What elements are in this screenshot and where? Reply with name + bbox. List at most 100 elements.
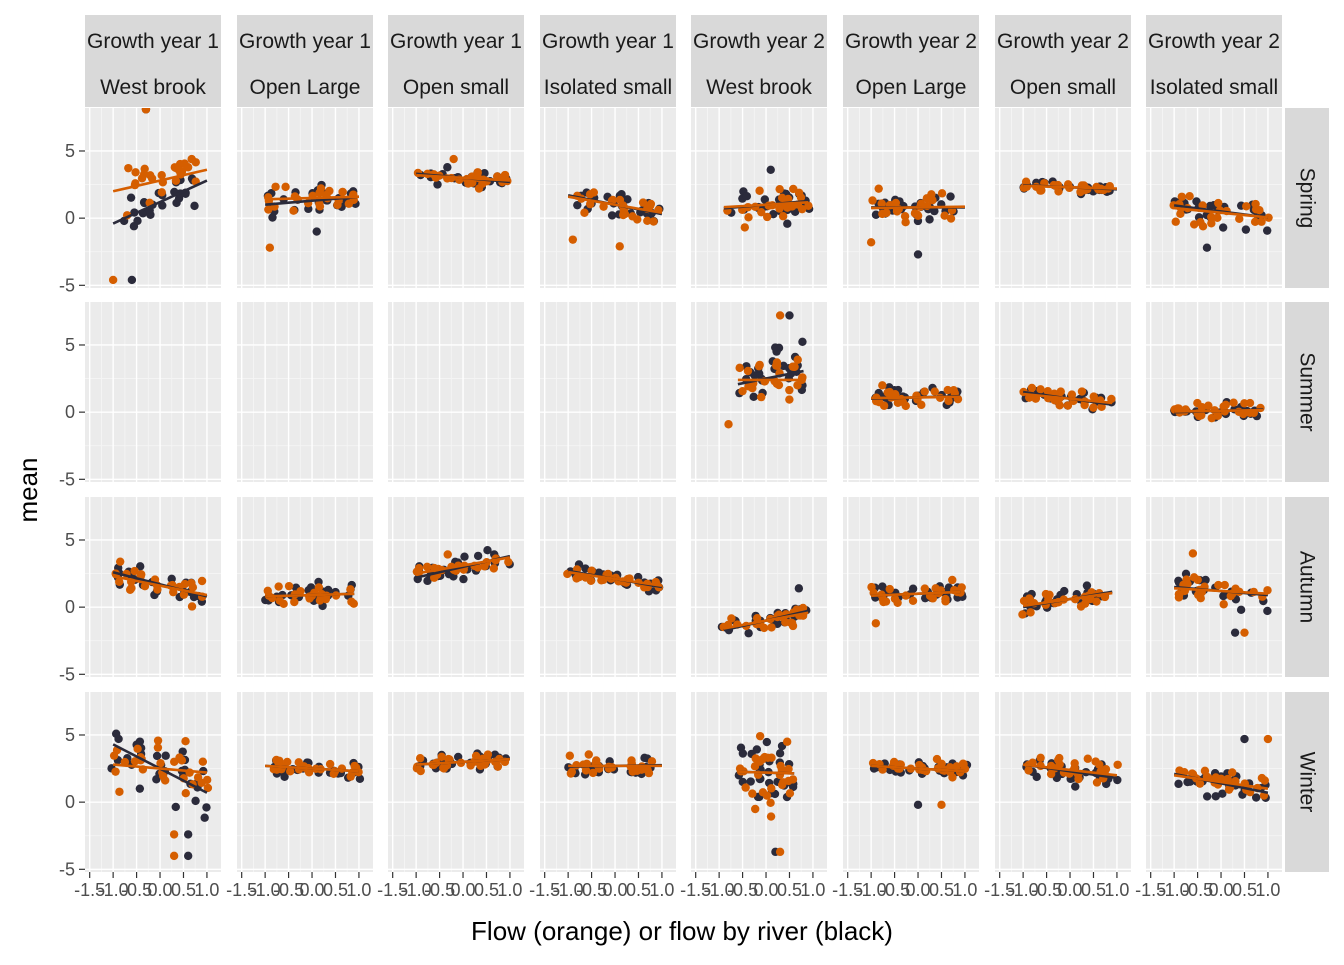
point-flow-by-river [135,784,145,793]
point-flow [744,382,753,391]
trend-line-flow [1174,408,1264,413]
facet-panel [237,497,373,677]
panel-background [1146,302,1282,482]
data-marks [413,154,512,193]
facet-column-strip: Growth year 2 Isolated small [1146,15,1282,107]
point-flow [913,210,922,219]
trend-line-flow [265,592,355,598]
point-flow [181,788,190,798]
trend-line-flow [1022,763,1118,777]
panel-background [85,497,221,677]
x-tick-label: -1.0 [553,880,584,900]
facet-column-strip: Growth year 1 West brook [85,15,221,107]
point-flow [1185,191,1194,201]
point-flow-by-river [738,749,748,758]
data-marks [412,749,511,776]
facet-panel [237,302,373,482]
point-flow [928,594,938,603]
strip-background [540,15,676,107]
facet-site-label: Open small [1010,76,1116,99]
x-tick-label: 0.5 [171,880,196,900]
point-flow [443,550,452,559]
panel-background [540,302,676,482]
point-flow-by-river [460,552,469,561]
point-flow [646,199,656,209]
facet-row-label: Winter [1296,752,1319,813]
point-flow-by-river [573,200,582,210]
point-flow [315,596,325,605]
point-flow [944,396,953,406]
point-flow [940,211,949,220]
point-flow [877,199,886,208]
point-flow [153,585,162,594]
x-tick-label: 1.0 [952,880,977,900]
point-flow [1263,734,1273,744]
point-flow-by-river [1218,789,1227,798]
point-flow-by-river [742,192,752,201]
point-flow [131,168,140,177]
point-flow [1188,549,1198,558]
point-flow [1213,213,1222,223]
point-flow [868,196,877,205]
facet-row-label: Spring [1296,168,1319,229]
point-flow [775,847,785,857]
point-flow [1076,187,1085,197]
point-flow-by-river [126,193,136,202]
point-flow [920,387,929,396]
point-flow [111,767,120,776]
point-flow [922,194,932,203]
point-flow [274,582,283,591]
x-tick-label: 0.5 [929,880,954,900]
point-flow [587,566,596,575]
point-flow [1189,220,1199,229]
point-flow [901,401,910,411]
point-flow [504,557,513,567]
point-flow [941,594,950,604]
point-flow [1251,199,1260,209]
strip-background [237,15,373,107]
strip-background [85,15,221,107]
point-flow [1223,774,1232,784]
point-flow [766,812,776,821]
y-tick-label: 0 [65,402,75,422]
facet-panel [995,692,1131,872]
x-tick-label: 0.5 [323,880,348,900]
trend-line-flow [1174,206,1269,219]
point-flow [108,275,118,285]
point-flow [1197,403,1207,412]
point-flow-by-river [443,163,452,172]
point-flow-by-river [1071,782,1080,791]
point-flow [157,188,167,197]
point-flow [948,773,957,782]
point-flow [649,217,658,226]
point-flow [1089,403,1098,412]
point-flow [1027,383,1037,393]
point-flow [115,787,124,796]
point-flow [1219,402,1228,411]
point-flow-by-river [749,392,758,402]
trend-line-flow [416,757,511,766]
point-flow [198,757,208,766]
point-flow [284,581,294,591]
x-tick-label: -1.5 [74,880,105,900]
point-flow [187,154,196,164]
y-tick-label: 5 [65,530,75,550]
point-flow-by-river [1251,793,1261,802]
data-marks [1170,397,1265,423]
point-flow [744,213,753,222]
point-flow [265,243,275,252]
point-flow-by-river [775,749,785,758]
point-flow-by-river [190,201,199,211]
facet-panel [1146,302,1282,482]
point-flow [1074,774,1083,784]
facet-site-label: Open Large [856,76,967,99]
point-flow [1219,600,1228,609]
point-flow [115,577,124,587]
point-flow [1214,580,1223,590]
x-tick-label: 0.0 [1058,880,1083,900]
point-flow [1080,599,1090,608]
point-flow [644,768,654,778]
point-flow [916,199,926,208]
x-tick-label: -1.0 [1008,880,1039,900]
